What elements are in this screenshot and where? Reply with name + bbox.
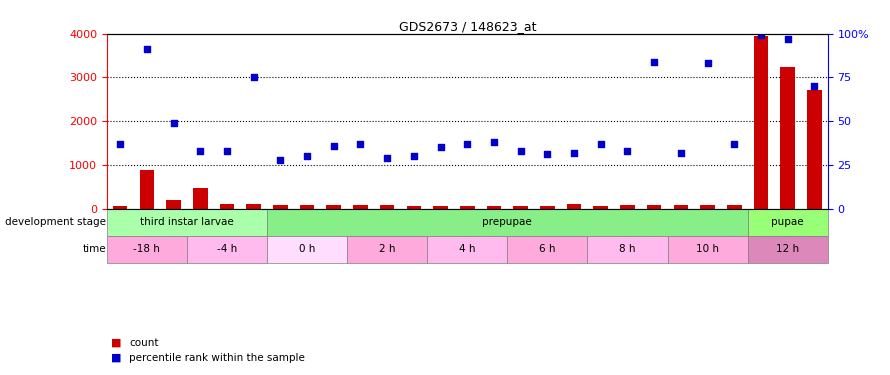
Bar (187, 236, 267, 262)
Bar (380, 206, 394, 209)
Text: 10 h: 10 h (696, 244, 719, 254)
Bar (668, 236, 748, 262)
Text: third instar larvae: third instar larvae (140, 217, 234, 227)
Point (754, 33, 768, 39)
Text: -18 h: -18 h (134, 244, 160, 254)
Point (514, 148, 528, 154)
Bar (433, 206, 448, 209)
Point (781, 36, 795, 42)
Bar (193, 188, 207, 209)
Bar (113, 206, 127, 209)
Text: ■: ■ (111, 353, 122, 363)
Text: 12 h: 12 h (776, 244, 799, 254)
Point (353, 141, 368, 147)
Point (727, 141, 741, 147)
Bar (748, 236, 828, 262)
Bar (107, 236, 187, 262)
Text: count: count (129, 338, 158, 348)
Bar (620, 206, 635, 209)
Text: -4 h: -4 h (217, 244, 237, 254)
Text: pupae: pupae (772, 217, 804, 227)
Bar (514, 206, 528, 209)
Bar (587, 236, 668, 262)
Title: GDS2673 / 148623_at: GDS2673 / 148623_at (399, 20, 536, 33)
Bar (300, 205, 314, 209)
Text: ■: ■ (111, 338, 122, 348)
Point (113, 141, 127, 147)
Point (247, 75, 261, 81)
Bar (267, 236, 347, 262)
Point (166, 120, 181, 126)
Text: 4 h: 4 h (459, 244, 475, 254)
Point (273, 157, 287, 163)
Point (407, 153, 421, 159)
Bar (754, 36, 768, 209)
Bar (487, 206, 501, 209)
Bar (540, 206, 554, 209)
Text: development stage: development stage (5, 217, 106, 227)
Bar (273, 206, 287, 209)
Text: time: time (83, 244, 106, 254)
Point (380, 155, 394, 161)
Bar (247, 204, 261, 209)
Point (700, 60, 715, 66)
Point (674, 150, 688, 156)
Bar (507, 236, 587, 262)
Point (807, 83, 821, 89)
Bar (748, 209, 828, 236)
Bar (781, 66, 795, 209)
Point (460, 141, 474, 147)
Point (620, 148, 635, 154)
Bar (674, 206, 688, 209)
Text: prepupae: prepupae (482, 217, 532, 227)
Bar (327, 206, 341, 209)
Text: 6 h: 6 h (539, 244, 555, 254)
Bar (427, 236, 507, 262)
Bar (220, 204, 234, 209)
Text: 8 h: 8 h (619, 244, 635, 254)
Bar (140, 170, 154, 208)
Bar (347, 236, 427, 262)
Point (433, 144, 448, 150)
Bar (567, 204, 581, 209)
Bar (267, 209, 748, 236)
Bar (700, 206, 715, 209)
Bar (727, 206, 741, 209)
Bar (647, 206, 661, 209)
Point (327, 143, 341, 149)
Bar (807, 90, 821, 209)
Bar (407, 206, 421, 209)
Point (647, 59, 661, 65)
Point (540, 152, 554, 157)
Point (594, 141, 608, 147)
Bar (594, 206, 608, 209)
Point (567, 150, 581, 156)
Text: percentile rank within the sample: percentile rank within the sample (129, 353, 305, 363)
Point (193, 148, 207, 154)
Text: 2 h: 2 h (379, 244, 395, 254)
Bar (353, 204, 368, 209)
Point (140, 46, 154, 53)
Bar (107, 209, 267, 236)
Text: 0 h: 0 h (299, 244, 315, 254)
Point (300, 153, 314, 159)
Bar (166, 200, 181, 208)
Bar (460, 206, 474, 209)
Point (487, 139, 501, 145)
Point (220, 148, 234, 154)
